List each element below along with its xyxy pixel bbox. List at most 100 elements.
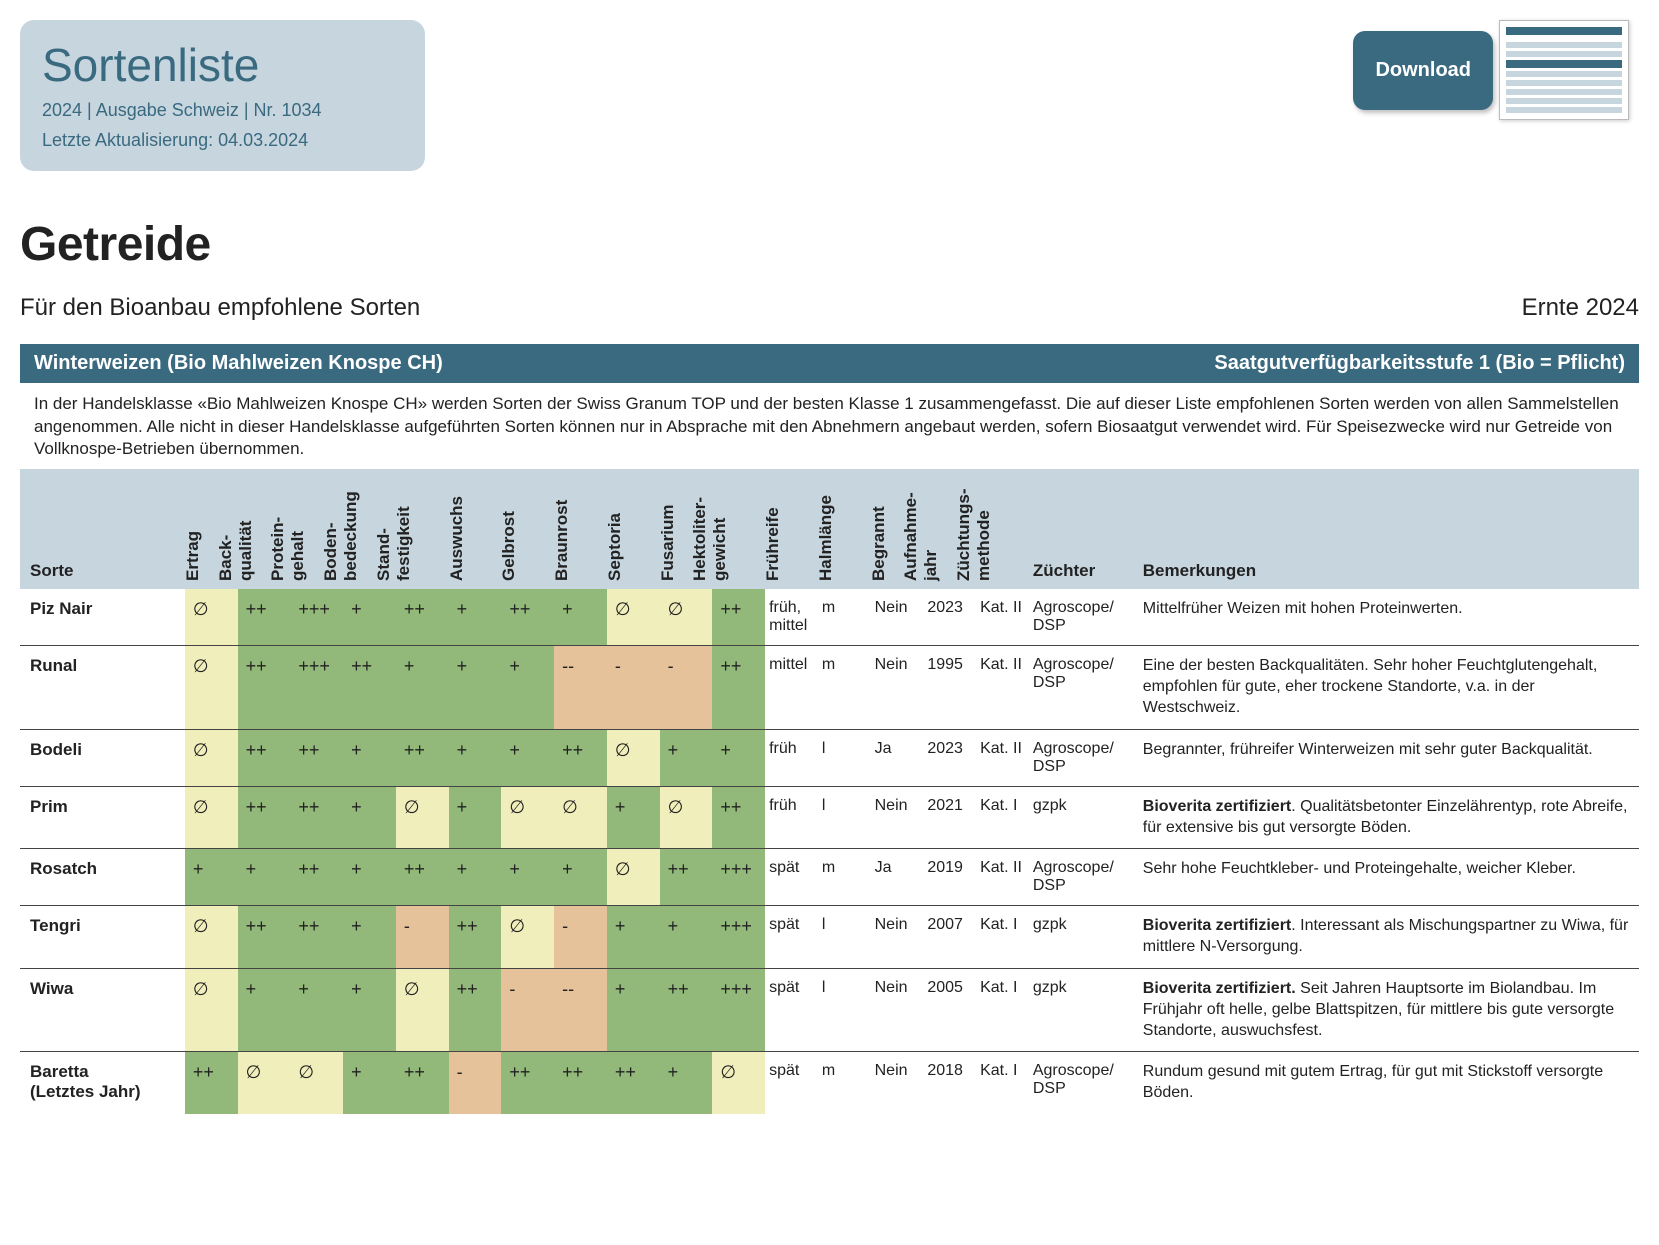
rating-cell: +	[607, 968, 660, 1051]
page-title: Getreide	[20, 217, 1639, 272]
text-cell: Kat. I	[976, 786, 1029, 849]
variety-name: Wiwa	[20, 968, 185, 1051]
text-cell: l	[818, 906, 871, 969]
rating-cell: --	[554, 968, 607, 1051]
col-header: Stand-festigkeit	[396, 469, 449, 589]
text-cell: früh	[765, 786, 818, 849]
table-row: Baretta(Letztes Jahr)++∅∅+++-+++++++∅spä…	[20, 1052, 1639, 1114]
rating-cell: +	[343, 729, 396, 786]
rating-cell: -	[660, 646, 713, 729]
download-button[interactable]: Download	[1353, 31, 1493, 110]
text-cell: l	[818, 729, 871, 786]
col-header: Frühreife	[765, 469, 818, 589]
text-cell: spät	[765, 849, 818, 906]
rating-cell: ++	[712, 646, 765, 729]
rating-cell: ∅	[660, 589, 713, 646]
text-cell: 2018	[923, 1052, 976, 1114]
rating-cell: +	[501, 729, 554, 786]
rating-cell: ∅	[185, 646, 238, 729]
rating-cell: -	[449, 1052, 502, 1114]
rating-cell: ∅	[660, 786, 713, 849]
rating-cell: ++	[238, 646, 291, 729]
text-cell: 2023	[923, 729, 976, 786]
rating-cell: ++	[660, 968, 713, 1051]
text-cell: 2007	[923, 906, 976, 969]
rating-cell: ++	[554, 1052, 607, 1114]
rating-cell: ++	[396, 729, 449, 786]
rating-cell: -	[396, 906, 449, 969]
rating-cell: ∅	[712, 1052, 765, 1114]
rating-cell: ∅	[185, 906, 238, 969]
rating-cell: ++	[238, 786, 291, 849]
rating-cell: +	[607, 786, 660, 849]
download-group: Download	[1353, 20, 1629, 120]
rating-cell: ++	[449, 906, 502, 969]
text-cell: mittel	[765, 646, 818, 729]
rating-cell: ++	[712, 786, 765, 849]
variety-name: Baretta(Letztes Jahr)	[20, 1052, 185, 1114]
zuechter-cell: gzpk	[1029, 906, 1139, 969]
text-cell: Kat. II	[976, 646, 1029, 729]
rating-cell: +	[449, 646, 502, 729]
rating-cell: ∅	[396, 968, 449, 1051]
rating-cell: +++	[290, 646, 343, 729]
rating-cell: ++	[290, 849, 343, 906]
rating-cell: ∅	[185, 589, 238, 646]
variety-name: Tengri	[20, 906, 185, 969]
text-cell: m	[818, 646, 871, 729]
rating-cell: +	[449, 786, 502, 849]
remarks-cell: Eine der besten Backqualitäten. Sehr hoh…	[1139, 646, 1639, 729]
rating-cell: ++	[660, 849, 713, 906]
rating-cell: ++	[238, 589, 291, 646]
rating-cell: +	[449, 589, 502, 646]
rating-cell: +++	[712, 906, 765, 969]
remarks-cell: Begrannter, frühreifer Winterweizen mit …	[1139, 729, 1639, 786]
text-cell: l	[818, 786, 871, 849]
col-sorte: Sorte	[20, 469, 185, 589]
text-cell: Nein	[871, 646, 924, 729]
zuechter-cell: gzpk	[1029, 968, 1139, 1051]
col-header: Züchtungs-methode	[976, 469, 1029, 589]
rating-cell: +	[238, 849, 291, 906]
rating-cell: +	[238, 968, 291, 1051]
rating-cell: ++	[449, 968, 502, 1051]
text-cell: 2021	[923, 786, 976, 849]
rating-cell: --	[554, 646, 607, 729]
rating-cell: +	[343, 786, 396, 849]
text-cell: 2023	[923, 589, 976, 646]
text-cell: spät	[765, 968, 818, 1051]
rating-cell: +	[343, 849, 396, 906]
rating-cell: ++	[554, 729, 607, 786]
text-cell: m	[818, 849, 871, 906]
text-cell: Nein	[871, 906, 924, 969]
text-cell: Kat. I	[976, 906, 1029, 969]
rating-cell: ++	[607, 1052, 660, 1114]
table-row: Prim∅+++++∅+∅∅+∅++frühlNein2021Kat. Igzp…	[20, 786, 1639, 849]
rating-cell: +	[449, 729, 502, 786]
col-header: Septoria	[607, 469, 660, 589]
section-right: Saatgutverfügbarkeitsstufe 1 (Bio = Pfli…	[1214, 352, 1625, 375]
rating-cell: ∅	[185, 968, 238, 1051]
text-cell: 2005	[923, 968, 976, 1051]
rating-cell: +	[501, 646, 554, 729]
subtitle-right: Ernte 2024	[1522, 294, 1639, 322]
rating-cell: +	[554, 849, 607, 906]
zuechter-cell: Agroscope/DSP	[1029, 1052, 1139, 1114]
rating-cell: ++	[185, 1052, 238, 1114]
table-row: Wiwa∅+++∅++---++++++spätlNein2005Kat. Ig…	[20, 968, 1639, 1051]
remarks-cell: Bioverita zertifiziert. Seit Jahren Haup…	[1139, 968, 1639, 1051]
rating-cell: ∅	[554, 786, 607, 849]
variety-name: Bodeli	[20, 729, 185, 786]
header-line2: Letzte Aktualisierung: 04.03.2024	[42, 128, 397, 152]
variety-table: SorteErtragBack-qualitätProtein-gehaltBo…	[20, 469, 1639, 1114]
text-cell: spät	[765, 1052, 818, 1114]
download-thumbnail[interactable]	[1499, 20, 1629, 120]
rating-cell: ++	[343, 646, 396, 729]
text-cell: Kat. II	[976, 589, 1029, 646]
text-cell: l	[818, 968, 871, 1051]
text-cell: Ja	[871, 729, 924, 786]
table-row: Tengri∅+++++-++∅-+++++spätlNein2007Kat. …	[20, 906, 1639, 969]
rating-cell: -	[501, 968, 554, 1051]
rating-cell: ++	[396, 589, 449, 646]
rating-cell: ∅	[501, 906, 554, 969]
